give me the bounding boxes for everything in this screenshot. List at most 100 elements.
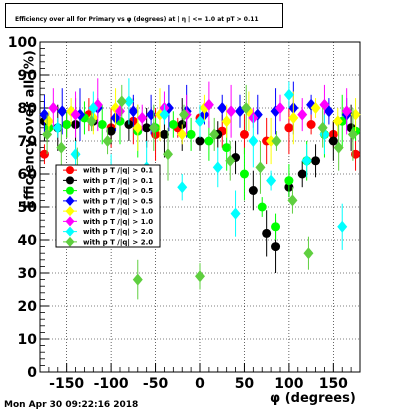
data-point [266,174,277,187]
y-axis-label: Efficiency over all (%) [22,50,38,209]
data-point [106,126,116,136]
data-point [297,169,307,179]
data-point [148,121,159,134]
data-point [271,222,281,232]
data-point [204,136,214,146]
data-point [341,105,352,118]
data-point [102,135,113,147]
legend-label: with p T /|q| > 0.5 [83,187,153,196]
data-point [203,98,214,111]
data-point [332,115,343,128]
data-point [116,95,127,108]
data-point [255,161,266,174]
data-point [195,270,205,283]
data-point [195,136,205,146]
legend-label: with p T /|q| > 1.0 [83,218,153,227]
y-tick-label: 60 [18,167,38,183]
data-point [97,120,107,129]
data-point [177,128,188,141]
x-tick-label: -150 [49,376,84,392]
data-point [42,128,53,141]
data-point [239,169,249,179]
legend-label: with p T /|q| > 2.0 [83,228,153,237]
data-point [163,148,173,161]
y-tick-label: 20 [18,299,38,315]
data-point [217,102,228,114]
data-point [337,220,348,233]
data-point [132,121,143,134]
data-point [222,143,232,153]
data-point [311,156,321,166]
data-point [333,141,344,154]
data-point [241,102,252,114]
data-point [328,136,338,146]
x-tick-label: -100 [94,376,129,392]
y-tick-label: 10 [18,332,38,348]
x-tick-label: -50 [143,376,169,392]
data-point [306,120,316,129]
legend-label: with p T /|q| > 0.5 [83,197,153,206]
data-point [142,123,152,133]
data-point [303,247,314,260]
data-point [230,207,241,220]
data-point [226,105,237,118]
y-tick-label: 30 [18,266,38,282]
x-tick-label: 100 [274,376,303,392]
data-point [347,128,358,141]
data-point [287,194,298,207]
y-tick-label: 0 [27,365,37,381]
y-tick-label: 70 [18,134,38,150]
data-point [301,154,312,167]
data-point [257,202,267,212]
data-point [275,102,285,114]
data-point [271,135,282,147]
data-point [177,181,188,194]
data-point [128,105,139,118]
footer-date: Mon Apr 30 09:22:16 2018 [4,400,139,410]
title-box: Efficiency over all for Primary vs φ (de… [5,3,283,28]
legend-label: with p T /|q| > 0.1 [83,167,153,176]
data-point [179,108,189,121]
x-axis-label: φ (degrees) [270,391,356,406]
data-point [62,120,72,129]
data-point [317,121,328,134]
data-point [283,88,294,101]
x-tick-label: 0 [195,376,205,392]
data-point [248,135,259,147]
axis-ticks: 0 10 20 30 40 50 60 70 80 90 100 -150 -100 -50 0 50 100 1… [8,35,352,392]
data-point [248,186,258,195]
legend-label: with p T /|q| > 0.1 [83,177,153,186]
data-point [262,228,272,238]
data-series [39,78,361,300]
data-point [284,176,294,186]
data-point [284,123,294,133]
data-point [266,135,277,147]
data-point [271,242,281,252]
data-point [123,95,134,108]
data-point [159,129,169,139]
data-point [159,108,170,121]
legend-label: with p T /|q| > 2.0 [83,238,153,247]
data-point [43,115,54,128]
data-point [239,129,249,139]
data-point [70,148,81,161]
y-tick-label: 50 [18,200,38,216]
data-point [195,115,205,128]
data-point [297,108,308,121]
data-point [57,105,68,118]
legend-label: with p T /|q| > 1.0 [83,208,153,217]
data-point [212,161,223,174]
chart-title: Efficiency over all for Primary vs φ (de… [15,16,259,23]
y-tick-label: 90 [18,68,38,84]
y-tick-label: 80 [18,101,38,117]
data-point [225,154,236,167]
data-point [132,273,143,286]
data-point [168,120,178,129]
data-point [86,115,97,128]
y-tick-label: 100 [8,35,37,51]
data-point [209,128,220,141]
data-point [310,102,321,114]
